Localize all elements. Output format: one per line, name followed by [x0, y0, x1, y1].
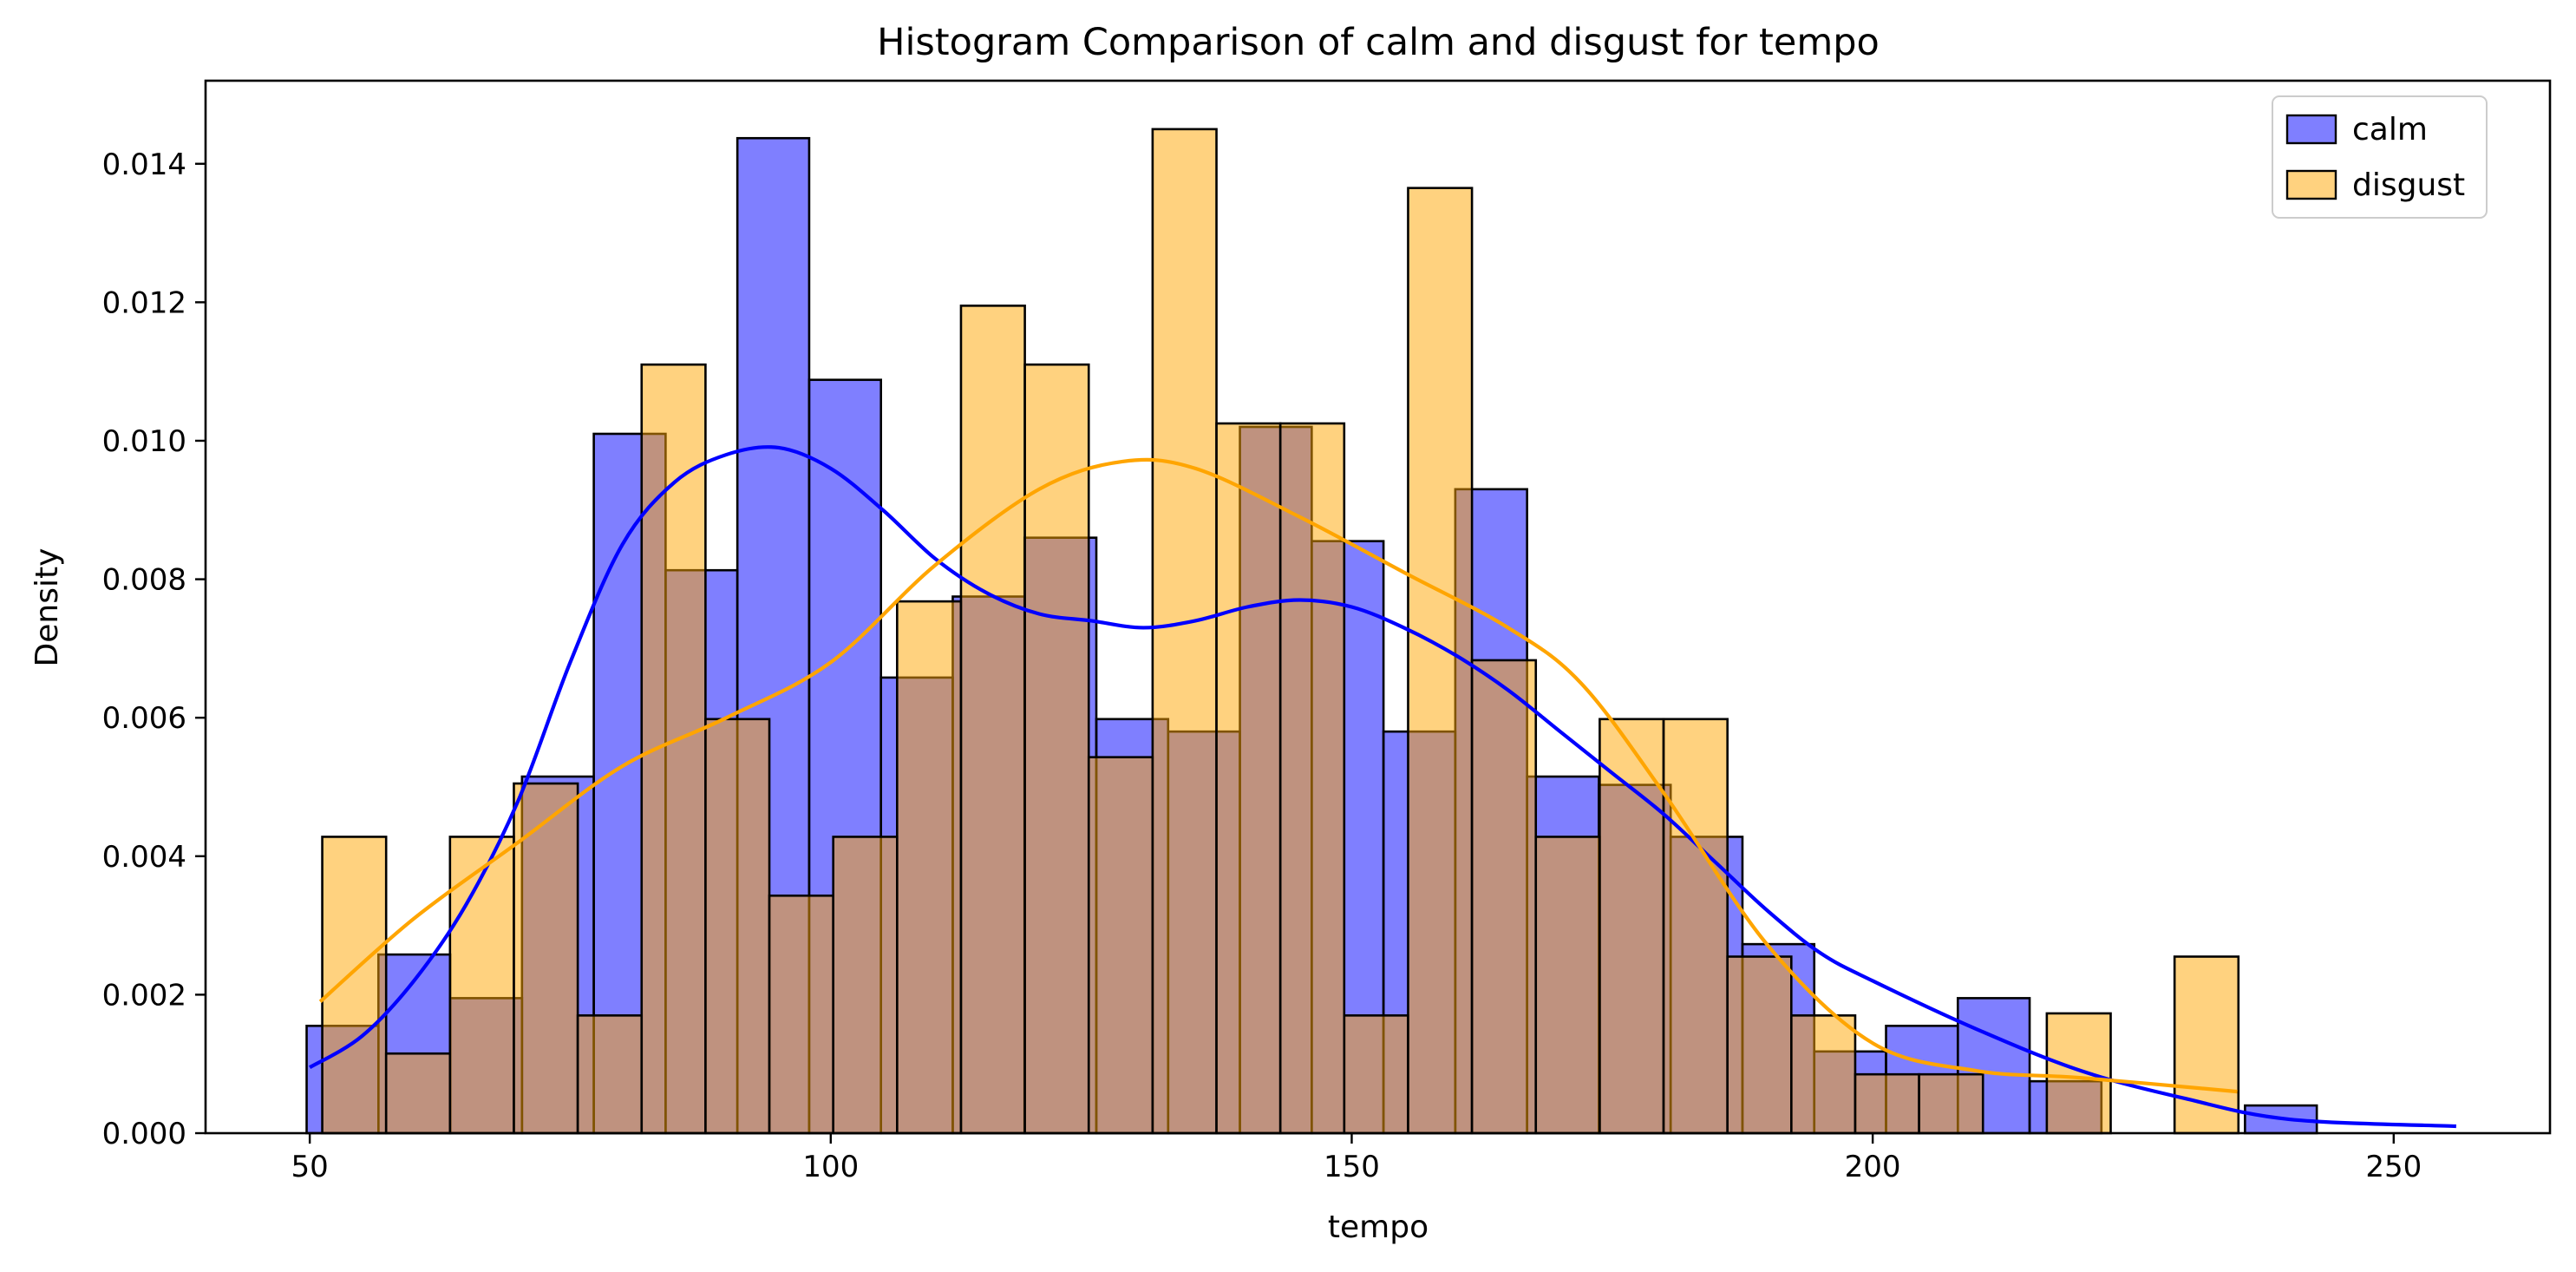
bar-disgust-23 [1790, 1014, 1857, 1135]
x-tick-label: 200 [1845, 1150, 1901, 1184]
bar-disgust-1 [384, 1052, 452, 1135]
bar-disgust-19 [1534, 836, 1601, 1135]
x-tick-label: 250 [2365, 1150, 2422, 1184]
y-tick-label: 0.014 [102, 148, 186, 182]
y-tick-label: 0.006 [102, 701, 186, 736]
bar-disgust-0 [321, 836, 388, 1135]
bar-disgust-22 [1726, 955, 1793, 1135]
legend: calm disgust [2272, 95, 2488, 219]
y-tick-label: 0.004 [102, 840, 186, 875]
kde-line-disgust [318, 457, 2238, 1094]
bar-disgust-8 [832, 836, 899, 1135]
bar-disgust-4 [576, 1014, 644, 1135]
y-axis-title: Density [29, 548, 65, 667]
bar-disgust-27 [2045, 1012, 2112, 1135]
bar-disgust-29 [2173, 955, 2240, 1135]
legend-label-disgust: disgust [2352, 167, 2465, 203]
chart-title: Histogram Comparison of calm and disgust… [877, 21, 1880, 64]
bar-disgust-15 [1278, 422, 1346, 1135]
x-tick-label: 50 [291, 1150, 329, 1184]
legend-swatch-disgust [2285, 169, 2337, 200]
bar-disgust-9 [896, 600, 963, 1135]
bar-disgust-6 [704, 718, 771, 1135]
bar-disgust-24 [1854, 1072, 1920, 1135]
bar-disgust-18 [1470, 659, 1538, 1135]
kde-line-calm [309, 445, 2456, 1129]
bar-disgust-21 [1662, 718, 1729, 1135]
y-tick-label: 0.012 [102, 285, 186, 320]
y-tick-label: 0.010 [102, 424, 186, 459]
bar-disgust-16 [1343, 1014, 1409, 1135]
x-axis-title: tempo [1328, 1210, 1429, 1245]
bar-disgust-13 [1151, 128, 1218, 1135]
bar-disgust-5 [640, 363, 707, 1135]
bar-disgust-14 [1215, 422, 1282, 1135]
x-tick-label: 150 [1324, 1150, 1380, 1184]
axes-frame [204, 79, 2552, 1135]
plot-area: 50 100 150 200 250 0.000 0.002 0.004 0.006 0.008 0… [102, 79, 2552, 1184]
y-tick-label: 0.008 [102, 563, 186, 598]
bar-disgust-2 [448, 836, 515, 1135]
legend-label-calm: calm [2352, 112, 2428, 148]
y-tick-label: 0.000 [102, 1117, 186, 1151]
x-tick-label: 100 [802, 1150, 859, 1184]
bar-disgust-25 [1918, 1072, 1984, 1135]
bar-disgust-7 [768, 894, 834, 1135]
bar-disgust-3 [513, 782, 579, 1135]
bar-disgust-12 [1087, 756, 1154, 1135]
legend-swatch-calm [2285, 114, 2337, 145]
y-tick-label: 0.002 [102, 978, 186, 1013]
bar-disgust-10 [959, 305, 1026, 1135]
